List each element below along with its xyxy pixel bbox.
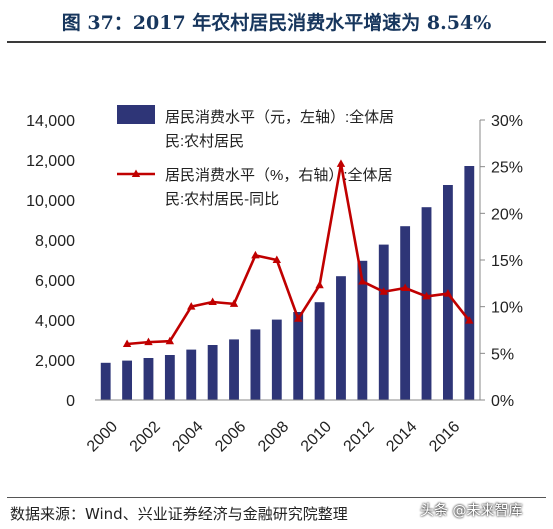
line-point <box>293 314 303 322</box>
line-point <box>358 276 367 285</box>
x-tick-label: 2010 <box>298 418 335 455</box>
line-point <box>400 283 410 291</box>
source-note: 数据来源：Wind、兴业证券经济与金融研究院整理 <box>10 505 348 523</box>
left-tick-label: 0 <box>66 393 75 410</box>
left-tick-label: 2,000 <box>35 353 75 370</box>
legend-bar-label-2: 民:农村居民 <box>165 133 244 150</box>
bar-series <box>100 166 475 400</box>
line-point <box>165 336 175 345</box>
line-point <box>122 339 132 347</box>
chart-title: 图 37：2017 年农村居民消费水平增速为 8.54% <box>61 12 492 34</box>
line-point <box>422 291 431 300</box>
left-tick-label: 14,000 <box>26 113 75 130</box>
x-tick-label: 2002 <box>127 418 164 455</box>
right-axis: 0% 5% 10% 15% 20% 25% 30% <box>479 113 523 410</box>
line-point <box>315 280 324 289</box>
bar <box>271 319 282 400</box>
title-divider <box>7 41 546 43</box>
x-tick-label: 2016 <box>426 418 463 455</box>
left-tick-label: 4,000 <box>35 313 75 330</box>
left-tick-label: 10,000 <box>26 193 75 210</box>
line-point <box>465 316 474 324</box>
line-series <box>122 159 474 347</box>
bar <box>378 244 389 400</box>
x-axis: 2000 2002 2004 2006 2008 2010 2012 2014 2016 <box>84 399 480 455</box>
line-point <box>251 250 260 259</box>
bar <box>143 358 154 400</box>
line-point <box>336 159 346 167</box>
x-tick-label: 2014 <box>383 418 420 455</box>
legend: 居民消费水平（元，左轴）:全体居民:农村居民居民消费水平（%，右轴）:全体居民:… <box>117 105 394 208</box>
right-tick-label: 25% <box>491 160 523 177</box>
x-tick-label: 2012 <box>341 418 378 455</box>
bar <box>207 345 218 400</box>
right-tick-label: 0% <box>491 393 514 410</box>
bar <box>229 339 239 400</box>
legend-line-label-1: 居民消费水平（%，右轴）:全体居 <box>165 166 393 184</box>
legend-bar-label-1: 居民消费水平（元，左轴）:全体居 <box>165 108 394 126</box>
bar <box>186 349 197 400</box>
right-tick-label: 15% <box>491 253 523 270</box>
legend-line-marker <box>131 169 141 177</box>
legend-line-label-2: 民:农村居民-同比 <box>165 191 279 208</box>
bar <box>122 360 133 400</box>
x-tick-label: 2000 <box>84 418 121 455</box>
right-tick-label: 30% <box>491 113 523 130</box>
line-point <box>208 297 217 305</box>
bar <box>421 207 432 400</box>
bar <box>357 260 368 400</box>
line-point <box>379 287 388 295</box>
bar <box>100 362 111 400</box>
x-tick-label: 2008 <box>255 418 292 455</box>
bar <box>293 312 304 400</box>
bar <box>336 276 346 400</box>
left-axis: 0 2,000 4,000 6,000 8,000 10,000 12,000 14,000 <box>26 113 75 410</box>
bar <box>164 355 175 400</box>
bar <box>314 302 325 400</box>
left-tick-label: 6,000 <box>35 273 75 290</box>
x-tick-label: 2004 <box>169 418 206 455</box>
watermark: 头条 @未来智库 <box>420 503 523 519</box>
x-tick-label: 2006 <box>212 418 249 455</box>
bar <box>464 166 475 400</box>
bar <box>250 329 261 400</box>
left-tick-label: 12,000 <box>26 153 75 170</box>
line-point <box>144 337 153 346</box>
right-tick-label: 10% <box>491 300 523 317</box>
left-tick-label: 8,000 <box>35 233 75 250</box>
right-tick-label: 20% <box>491 206 523 223</box>
right-tick-label: 5% <box>491 346 514 363</box>
line-point <box>187 302 196 310</box>
source-divider <box>7 497 546 498</box>
bar <box>400 226 411 400</box>
legend-bar-swatch <box>117 105 155 124</box>
line-point <box>229 299 239 307</box>
line-point <box>272 255 282 263</box>
line-point <box>443 289 453 297</box>
